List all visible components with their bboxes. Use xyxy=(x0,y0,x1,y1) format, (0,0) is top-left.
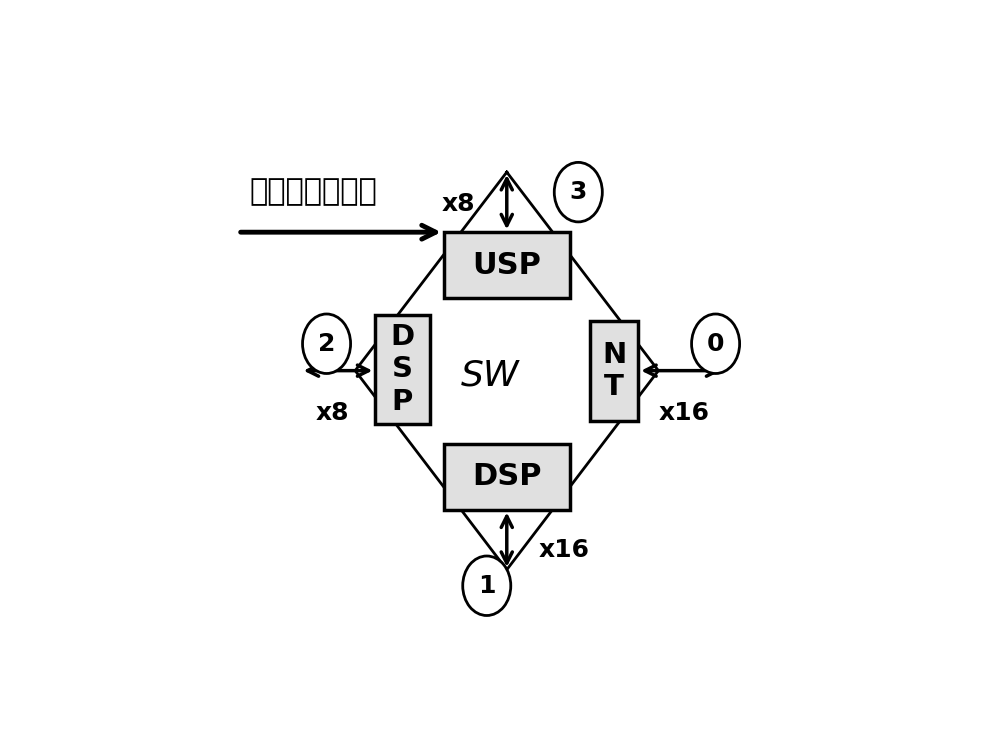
Text: USP: USP xyxy=(472,250,541,279)
Ellipse shape xyxy=(463,556,511,615)
Text: 端口模式配置线: 端口模式配置线 xyxy=(249,178,377,207)
Bar xyxy=(444,444,570,510)
Bar xyxy=(444,232,570,298)
Ellipse shape xyxy=(692,314,740,374)
Text: x16: x16 xyxy=(659,401,710,425)
Bar xyxy=(590,321,638,421)
Text: D
S
P: D S P xyxy=(390,323,414,416)
Text: 0: 0 xyxy=(707,331,724,356)
Text: DSP: DSP xyxy=(472,462,542,491)
Text: SW: SW xyxy=(460,358,519,392)
Text: 2: 2 xyxy=(318,331,335,356)
Text: x8: x8 xyxy=(316,401,349,425)
Text: 1: 1 xyxy=(478,574,496,598)
Ellipse shape xyxy=(303,314,351,374)
Text: N
T: N T xyxy=(602,341,626,401)
Text: x8: x8 xyxy=(442,192,475,215)
Text: x16: x16 xyxy=(538,538,589,562)
Text: 3: 3 xyxy=(570,180,587,204)
Bar xyxy=(375,315,430,424)
Ellipse shape xyxy=(554,163,602,222)
